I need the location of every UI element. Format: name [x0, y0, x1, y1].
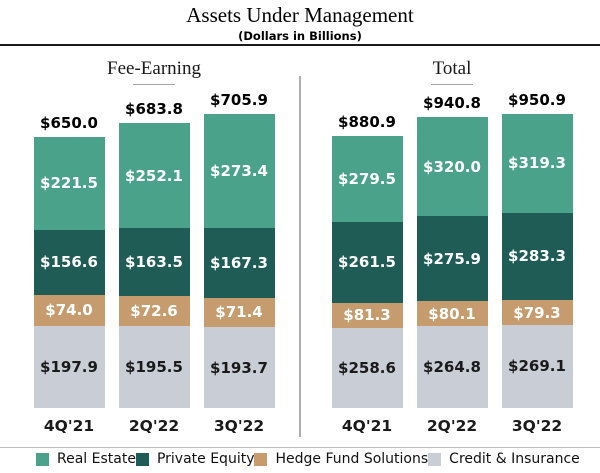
bar-3q22: $950.9 $319.3 $283.3 $79.3 $269.1 3Q'22 — [501, 91, 573, 435]
legend-label: Private Equity — [156, 451, 255, 467]
legend-item-private-equity: Private Equity — [135, 451, 255, 467]
stacked-bar: $320.0 $275.9 $80.1 $264.8 — [416, 117, 488, 408]
segment-private-equity: $275.9 — [416, 216, 488, 302]
segment-real-estate: $221.5 — [33, 137, 105, 230]
group-divider-line — [299, 76, 301, 437]
segment-hedge-fund-solutions: $72.6 — [118, 296, 190, 327]
segment-credit-insurance: $269.1 — [501, 324, 573, 408]
segment-credit-insurance: $197.9 — [33, 325, 105, 408]
legend-item-hedge-fund-solutions: Hedge Fund Solutions — [254, 451, 428, 467]
segment-real-estate: $320.0 — [416, 117, 488, 216]
category-label: 3Q'22 — [511, 417, 563, 435]
bar-total-label: $880.9 — [338, 112, 396, 131]
group-header-fee-earning-label: Fee-Earning — [107, 58, 201, 79]
legend-label: Credit & Insurance — [449, 451, 580, 467]
stacked-bar: $279.5 $261.5 $81.3 $258.6 — [331, 135, 403, 408]
group-header-fee-earning: Fee-Earning — [54, 58, 254, 85]
bar-total-label: $940.8 — [423, 94, 481, 113]
legend-swatch — [135, 452, 149, 466]
segment-hedge-fund-solutions: $74.0 — [33, 294, 105, 326]
category-label: 4Q'21 — [43, 417, 95, 435]
bar-2q22: $940.8 $320.0 $275.9 $80.1 $264.8 2Q'22 — [416, 94, 488, 435]
legend-label: Hedge Fund Solutions — [275, 451, 429, 467]
segment-hedge-fund-solutions: $80.1 — [416, 301, 488, 327]
category-label: 2Q'22 — [128, 417, 180, 435]
legend-swatch — [428, 452, 442, 466]
chart-title: Assets Under Management — [186, 3, 414, 27]
segment-real-estate: $252.1 — [118, 123, 190, 229]
legend-label: Real Estate — [57, 451, 136, 467]
segment-credit-insurance: $193.7 — [203, 327, 275, 408]
group-header-total: Total — [352, 58, 552, 85]
segment-real-estate: $319.3 — [501, 114, 573, 213]
stacked-bar: $252.1 $163.5 $72.6 $195.5 — [118, 123, 190, 408]
segment-private-equity: $283.3 — [501, 212, 573, 301]
segment-private-equity: $167.3 — [203, 227, 275, 298]
legend: Real Estate Private Equity Hedge Fund Solu… — [0, 451, 600, 467]
bar-3q22: $705.9 $273.4 $167.3 $71.4 $193.7 3Q'22 — [203, 91, 275, 435]
category-label: 2Q'22 — [426, 417, 478, 435]
legend-swatch — [254, 452, 268, 466]
segment-private-equity: $163.5 — [118, 228, 190, 297]
segment-credit-insurance: $195.5 — [118, 326, 190, 408]
category-label: 4Q'21 — [341, 417, 393, 435]
stacked-bar: $319.3 $283.3 $79.3 $269.1 — [501, 114, 573, 408]
bar-2q22: $683.8 $252.1 $163.5 $72.6 $195.5 2Q'22 — [118, 100, 190, 435]
chart-subtitle: (Dollars in Billions) — [238, 29, 362, 43]
bar-4q21: $650.0 $221.5 $156.6 $74.0 $197.9 4Q'21 — [33, 114, 105, 435]
total-bar-group: $880.9 $279.5 $261.5 $81.3 $258.6 4Q'21 $940.8… — [322, 90, 582, 435]
segment-credit-insurance: $264.8 — [416, 326, 488, 408]
segment-hedge-fund-solutions: $79.3 — [501, 300, 573, 325]
legend-swatch — [36, 452, 49, 466]
bar-total-label: $650.0 — [40, 114, 98, 133]
legend-rule — [0, 447, 600, 448]
segment-hedge-fund-solutions: $71.4 — [203, 297, 275, 328]
group-header-underline — [431, 84, 473, 85]
segment-hedge-fund-solutions: $81.3 — [331, 302, 403, 328]
bar-4q21: $880.9 $279.5 $261.5 $81.3 $258.6 4Q'21 — [331, 112, 403, 435]
segment-credit-insurance: $258.6 — [331, 327, 403, 408]
segment-real-estate: $273.4 — [203, 114, 275, 228]
bar-total-label: $950.9 — [508, 91, 566, 109]
stacked-bar: $221.5 $156.6 $74.0 $197.9 — [33, 137, 105, 408]
group-header-underline — [133, 84, 175, 85]
legend-item-credit-insurance: Credit & Insurance — [428, 451, 580, 467]
header-rule — [0, 44, 600, 46]
segment-real-estate: $279.5 — [331, 135, 403, 222]
fee-earning-bar-group: $650.0 $221.5 $156.6 $74.0 $197.9 4Q'21 $683.8… — [24, 90, 284, 435]
bar-total-label: $683.8 — [125, 100, 183, 119]
segment-private-equity: $156.6 — [33, 229, 105, 295]
bar-total-label: $705.9 — [210, 91, 268, 109]
group-header-total-label: Total — [432, 58, 472, 79]
stacked-bar: $273.4 $167.3 $71.4 $193.7 — [203, 114, 275, 408]
category-label: 3Q'22 — [213, 417, 265, 435]
segment-private-equity: $261.5 — [331, 222, 403, 303]
legend-item-real-estate: Real Estate — [36, 451, 136, 467]
